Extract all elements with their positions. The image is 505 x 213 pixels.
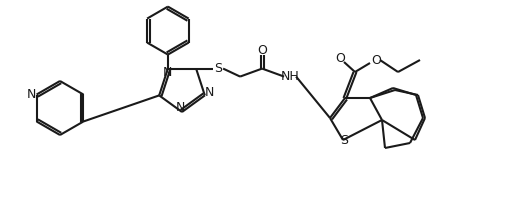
- Text: N: N: [163, 66, 172, 79]
- Text: O: O: [257, 44, 267, 57]
- Text: O: O: [370, 55, 380, 68]
- Text: N: N: [27, 88, 36, 101]
- Text: N: N: [175, 102, 184, 115]
- Text: O: O: [334, 52, 344, 66]
- Text: S: S: [339, 134, 347, 147]
- Text: NH: NH: [280, 70, 299, 83]
- Text: N: N: [205, 86, 214, 99]
- Text: S: S: [214, 62, 222, 75]
